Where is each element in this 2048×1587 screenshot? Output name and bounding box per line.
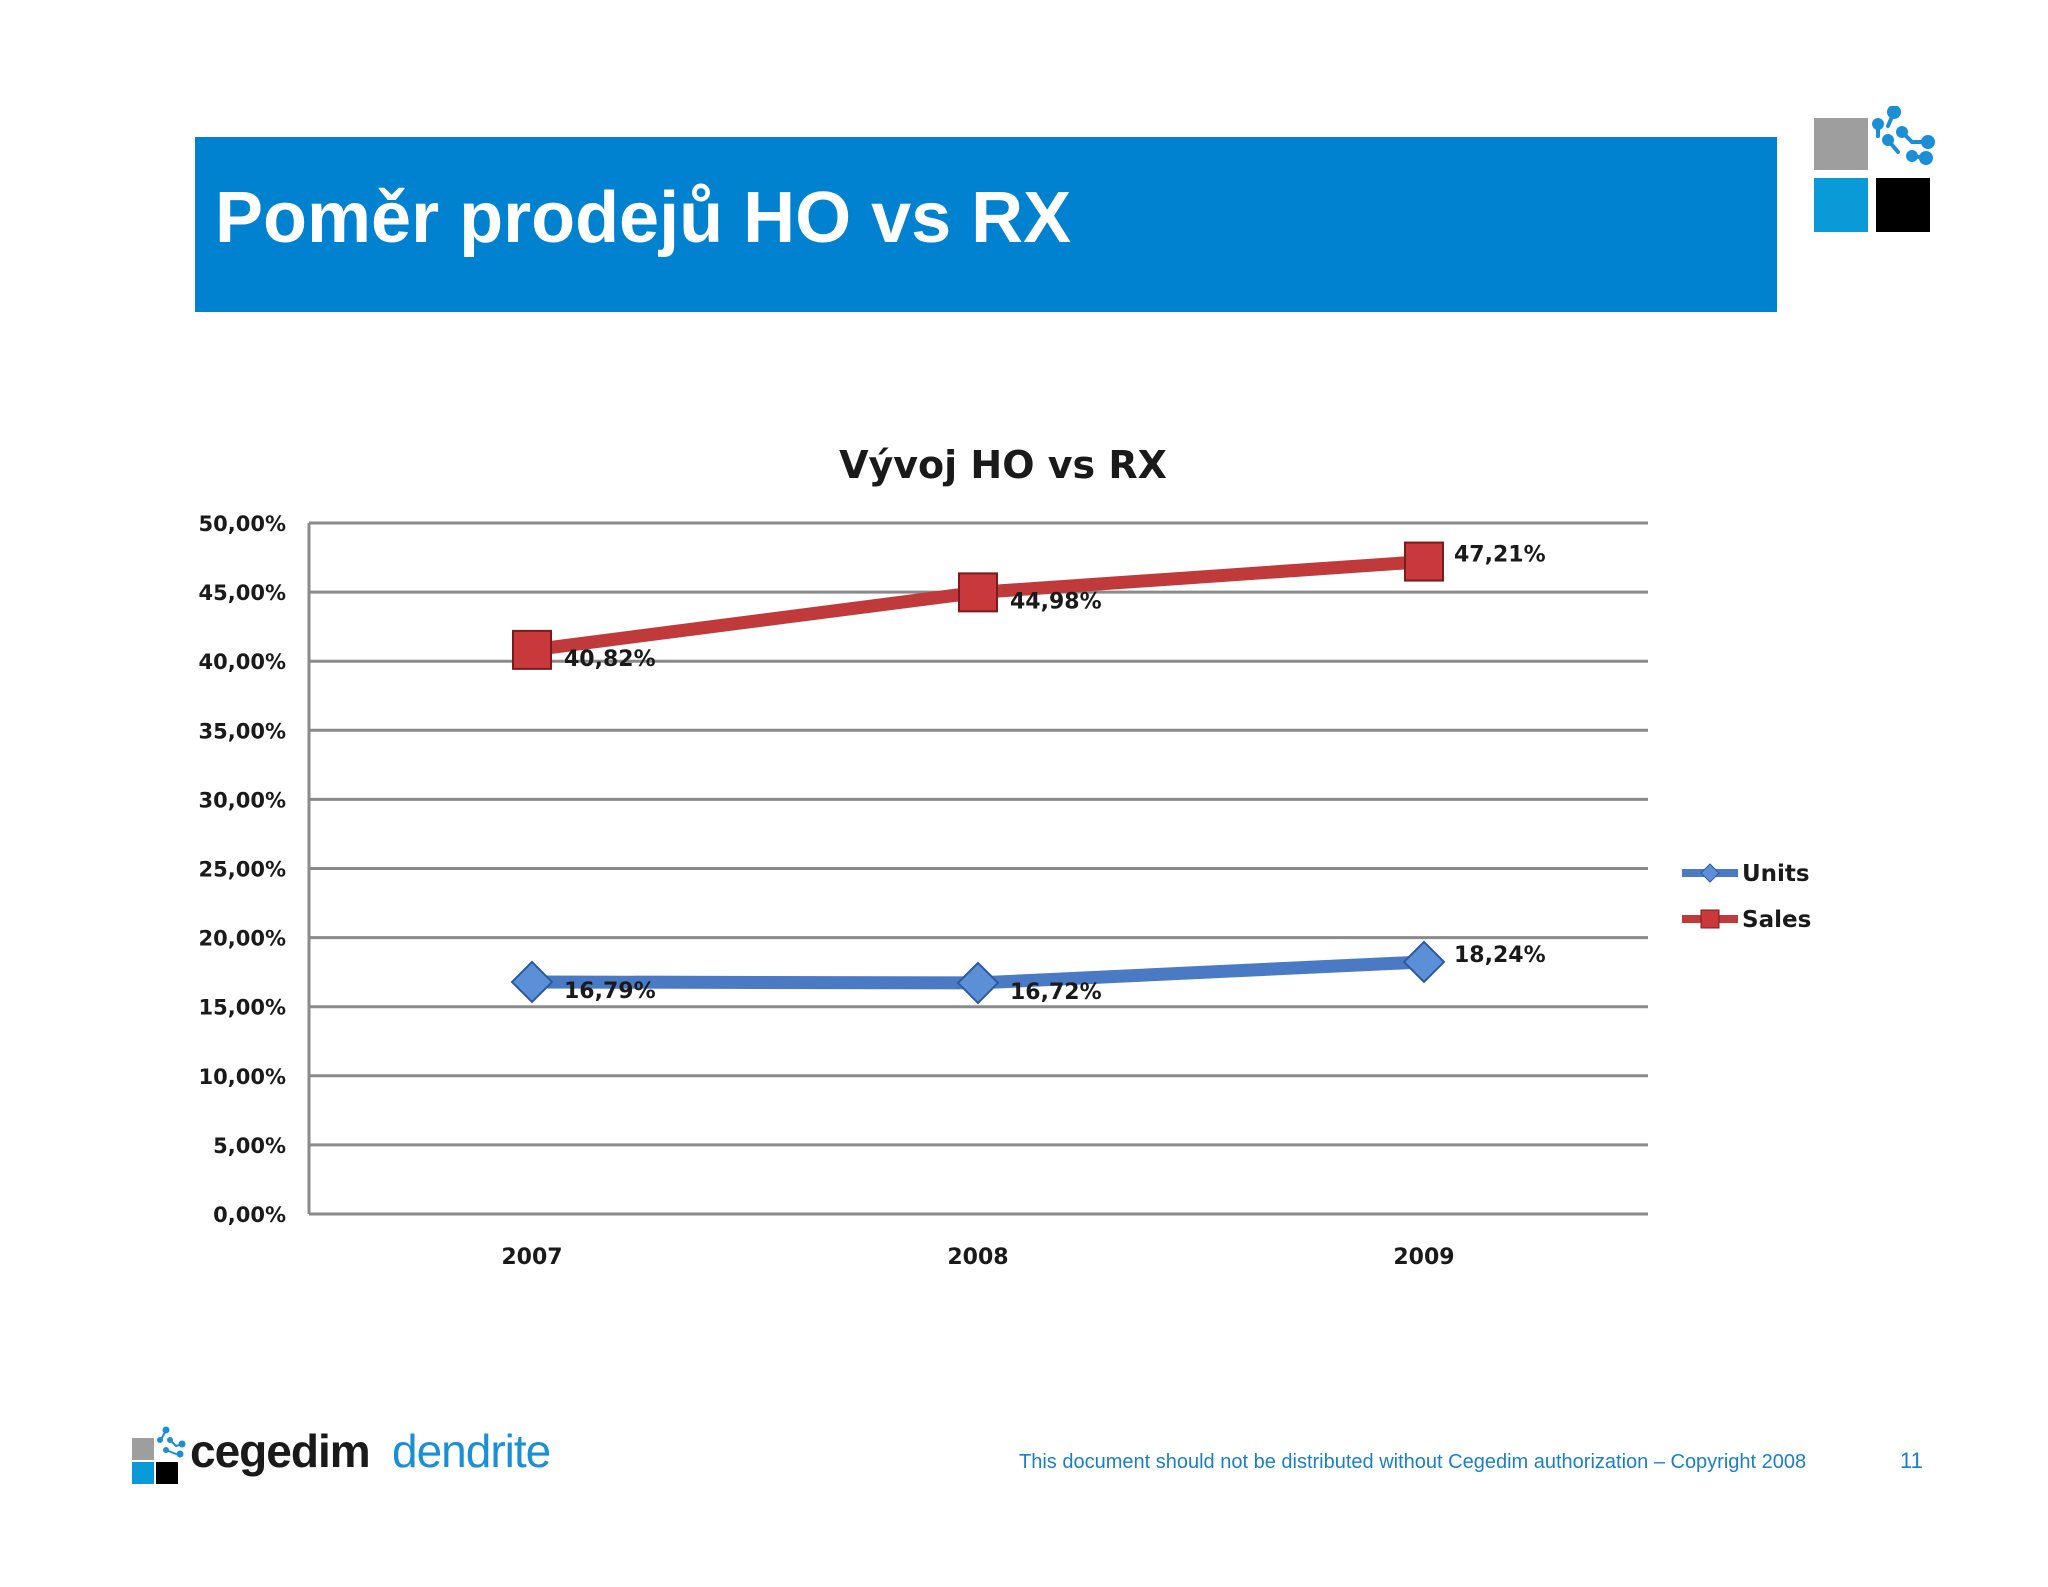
y-tick-label: 45,00% — [199, 581, 286, 605]
data-label: 16,72% — [1010, 980, 1102, 1005]
title-banner: Poměr prodejů HO vs RX — [195, 137, 1777, 312]
y-tick-label: 25,00% — [199, 858, 286, 882]
data-label: 47,21% — [1454, 543, 1546, 568]
logo-wordmark-dendrite: dendrite — [392, 1425, 551, 1477]
legend-marker-sales — [1700, 909, 1720, 929]
data-labels: 16,79% 16,72% 18,24% 40,82% 44,98% 47,21% — [564, 543, 1546, 1005]
y-tick-label: 10,00% — [199, 1065, 286, 1089]
data-label: 16,79% — [564, 979, 656, 1004]
data-label: 44,98% — [1010, 589, 1102, 614]
logo-squares-icon — [132, 1426, 186, 1484]
series-lines — [531, 555, 1425, 990]
x-tick-label: 2008 — [947, 1245, 1008, 1270]
y-tick-label: 0,00% — [213, 1203, 286, 1227]
logo-wordmark-cegedim: cegedim — [190, 1425, 371, 1477]
y-tick-label: 35,00% — [199, 719, 286, 743]
y-tick-label: 50,00% — [199, 512, 286, 536]
legend-label-units: Units — [1742, 861, 1810, 887]
data-markers — [510, 541, 1446, 1005]
marker-units — [956, 961, 1000, 1005]
marker-units — [1402, 940, 1446, 984]
marker-sales — [958, 572, 998, 613]
copyright-notice: This document should not be distributed … — [1019, 1451, 1807, 1473]
slide-title: Poměr prodejů HO vs RX — [215, 178, 1072, 258]
y-tick-label: 20,00% — [199, 927, 286, 951]
legend-marker-units — [1700, 863, 1720, 883]
data-label: 18,24% — [1454, 943, 1546, 968]
chart-title: Vývoj HO vs RX — [839, 443, 1167, 487]
data-label: 40,82% — [564, 647, 656, 672]
marker-units — [510, 960, 554, 1004]
chart-axes — [307, 523, 1648, 1216]
x-tick-labels: 2007 2008 2009 — [501, 1245, 1454, 1270]
x-tick-label: 2007 — [501, 1245, 562, 1270]
x-tick-label: 2009 — [1393, 1245, 1454, 1270]
chart-legend: Units Sales — [1682, 861, 1811, 933]
y-tick-label: 5,00% — [213, 1134, 286, 1158]
marker-sales — [1404, 541, 1444, 582]
y-tick-label: 15,00% — [199, 996, 286, 1020]
y-tick-labels: 0,00% 5,00% 10,00% 15,00% 20,00% 25,00% 30,00%… — [199, 512, 286, 1227]
page-number: 11 — [1900, 1448, 1923, 1473]
marker-sales — [512, 629, 552, 670]
y-tick-label: 30,00% — [199, 788, 286, 812]
gridlines — [309, 521, 1648, 1147]
brand-mark-icon — [1814, 106, 1935, 232]
legend-label-sales: Sales — [1742, 907, 1811, 933]
y-tick-label: 40,00% — [199, 650, 286, 674]
